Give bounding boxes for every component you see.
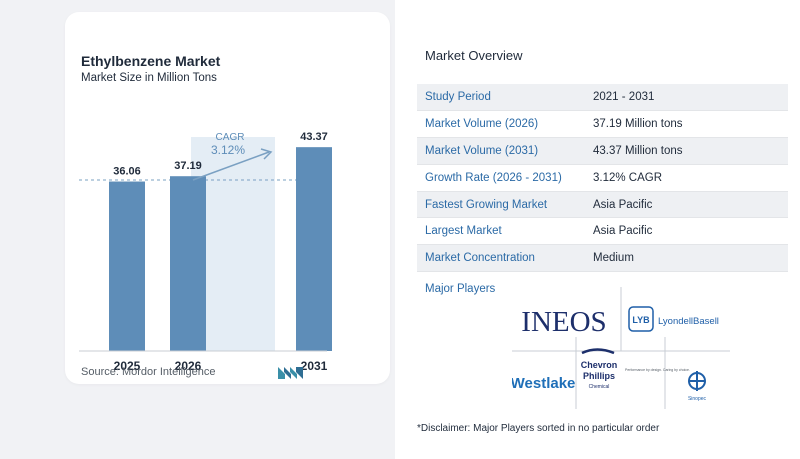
bar-2025: [109, 181, 145, 351]
cagr-value: 3.12%: [211, 143, 245, 157]
cagr-arrow: [192, 151, 270, 181]
disclaimer-text: *Disclaimer: Major Players sorted in no …: [417, 423, 660, 434]
row-value: Asia Pacific: [593, 198, 653, 211]
lyondellbasell-logo: LyondellBasell: [658, 316, 719, 327]
table-row: Growth Rate (2026 - 2031) 3.12% CAGR: [417, 165, 788, 192]
cagr-label: CAGR: [216, 132, 245, 143]
table-row: Market Concentration Medium: [417, 245, 788, 273]
lyb-logo: LYB: [632, 315, 650, 325]
chart-subtitle: Market Size in Million Tons: [81, 72, 217, 84]
row-value: 43.37 Million tons: [593, 144, 683, 157]
overview-title: Market Overview: [425, 48, 523, 63]
lyb-logo-badge: [628, 306, 654, 332]
row-label: Study Period: [425, 90, 491, 103]
table-row: Fastest Growing Market Asia Pacific: [417, 191, 788, 219]
row-label: Market Volume (2026): [425, 117, 539, 130]
phillips-logo: Phillips: [583, 371, 615, 381]
row-label: Fastest Growing Market: [425, 198, 548, 211]
value-label-2025: 36.06: [113, 166, 141, 178]
row-label: Market Volume (2031): [425, 144, 539, 157]
cagr-arrowhead: [260, 148, 273, 160]
major-players-logos: INEOS LYB LyondellBasell Westlake Chevro…: [512, 287, 730, 409]
source-text: Source: Mordor Intelligence: [81, 366, 216, 378]
mordor-intelligence-logo: [278, 367, 303, 379]
chart-card: Ethylbenzene Market Market Size in Milli…: [65, 12, 390, 384]
row-value: 2021 - 2031: [593, 90, 655, 103]
chevron-phillips-swoosh: [581, 348, 615, 355]
row-label: Growth Rate (2026 - 2031): [425, 171, 562, 184]
bar-2026: [170, 176, 206, 351]
row-value: Asia Pacific: [593, 225, 653, 238]
bar-2031: [296, 147, 332, 351]
x-tick-2031: 2031: [301, 359, 328, 373]
westlake-logo: Westlake: [512, 375, 575, 392]
value-label-2026: 37.19: [174, 160, 202, 172]
chevron-logo: Chevron: [581, 360, 618, 370]
ineos-logo: INEOS: [521, 306, 606, 338]
row-value: 3.12% CAGR: [593, 171, 663, 184]
x-tick-2026: 2026: [175, 359, 202, 373]
chevron-phillips-tagline: Performance by design. Caring by choice.: [625, 368, 690, 372]
sinopec-logo: Sinopec: [688, 396, 707, 402]
value-label-2031: 43.37: [300, 131, 328, 143]
overview-table: Study Period 2021 - 2031 Market Volume (2…: [417, 84, 788, 273]
x-tick-2025: 2025: [114, 359, 141, 373]
table-row: Study Period 2021 - 2031: [417, 84, 788, 111]
row-value: 37.19 Million tons: [593, 117, 683, 130]
row-label: Largest Market: [425, 225, 502, 238]
chemical-logo: Chemical: [589, 384, 610, 390]
bar-chart: 36.06 37.19 43.37 2025 2026 2031 CAGR 3.…: [79, 131, 332, 373]
table-row: Market Volume (2026) 37.19 Million tons: [417, 111, 788, 138]
major-players-title: Major Players: [425, 283, 496, 295]
row-label: Market Concentration: [425, 252, 535, 265]
chart-title: Ethylbenzene Market: [81, 53, 221, 69]
table-row: Market Volume (2031) 43.37 Million tons: [417, 137, 788, 165]
sinopec-emblem: [688, 371, 707, 391]
market-overview-panel: Market Overview Study Period 2021 - 2031 …: [395, 0, 800, 459]
row-value: Medium: [593, 252, 634, 265]
table-row: Largest Market Asia Pacific: [417, 218, 788, 246]
